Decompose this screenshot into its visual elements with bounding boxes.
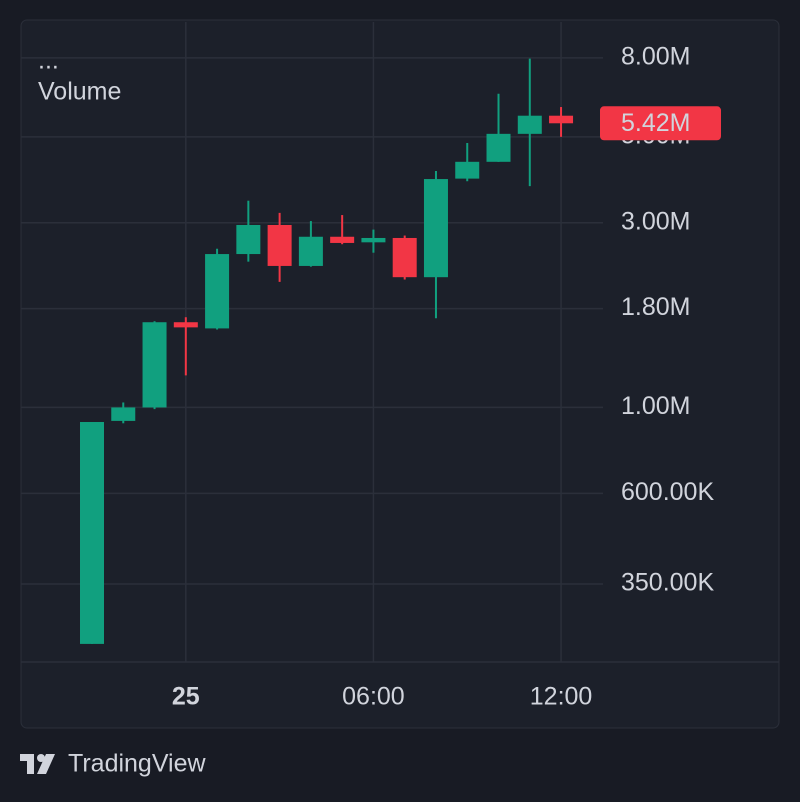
brand-logo	[20, 754, 55, 774]
y-tick-label: 1.00M	[621, 392, 690, 420]
candle-body	[142, 322, 167, 408]
x-tick-label: 25	[172, 683, 200, 711]
candle-body	[455, 161, 480, 179]
y-tick-label: 1.80M	[621, 293, 690, 321]
candle-body	[423, 179, 448, 278]
y-tick-label: 350.00K	[621, 569, 714, 597]
candle-body	[549, 115, 574, 124]
y-tick-label: 3.00M	[621, 207, 690, 235]
panel	[20, 19, 780, 729]
plot	[21, 22, 603, 662]
candle-body	[80, 422, 104, 644]
candle-body	[486, 133, 511, 162]
brand-name: TradingView	[68, 750, 207, 778]
y-tick-label: 600.00K	[621, 478, 714, 506]
last-price-box	[600, 106, 721, 141]
candle-body	[173, 322, 198, 328]
candle-body	[298, 236, 323, 266]
candle-body	[330, 236, 355, 243]
last-price-label: 5.42M	[621, 109, 690, 137]
candle-body	[361, 237, 386, 243]
legend-name: Volume	[38, 78, 121, 106]
x-tick-label: 12:00	[530, 683, 593, 711]
candle-body	[517, 115, 542, 134]
candle-body	[392, 237, 417, 278]
y-tick-label: 8.00M	[621, 42, 690, 70]
candle-body	[236, 224, 261, 255]
legend-menu[interactable]: ...	[38, 47, 59, 75]
candle-body	[205, 254, 230, 329]
candle-body	[267, 224, 292, 266]
candle-body	[111, 407, 136, 421]
x-tick-label: 06:00	[342, 683, 405, 711]
